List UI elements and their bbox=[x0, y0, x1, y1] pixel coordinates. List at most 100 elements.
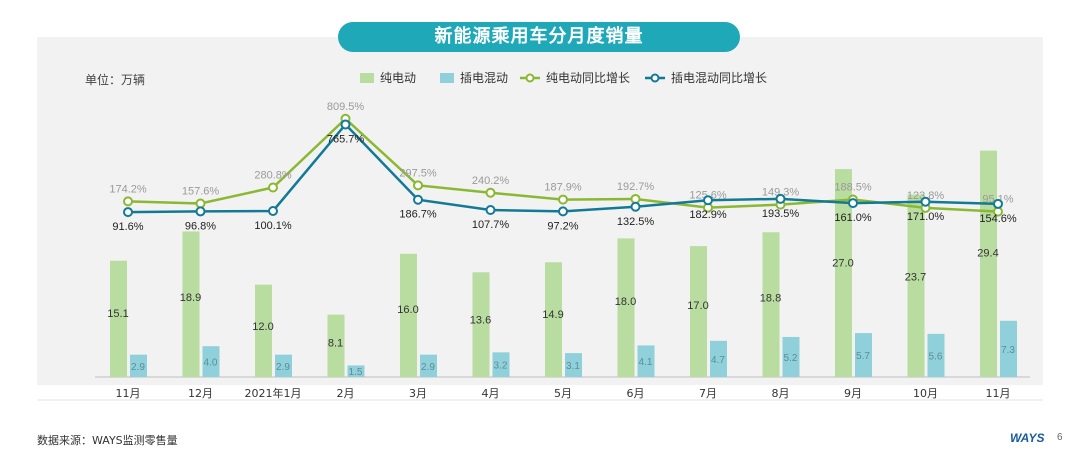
unit-label: 单位：万辆 bbox=[85, 73, 146, 87]
phev-growth-point bbox=[340, 119, 351, 130]
phev-growth-label: 193.5% bbox=[762, 208, 800, 220]
bev-bar-label: 12.0 bbox=[252, 321, 273, 333]
phev-growth-point bbox=[195, 206, 206, 217]
phev-growth-label: 96.8% bbox=[185, 220, 216, 232]
phev-growth-label: 97.2% bbox=[547, 220, 578, 232]
bev-bar-label: 18.9 bbox=[180, 292, 201, 304]
legend-marker bbox=[525, 73, 535, 83]
legend-swatch bbox=[440, 73, 454, 83]
chart-title: 新能源乘用车分月度销量 bbox=[338, 22, 740, 52]
phev-growth-label: 161.0% bbox=[834, 212, 872, 224]
bev-growth-label: 809.5% bbox=[327, 101, 365, 113]
x-tick-label: 3月 bbox=[409, 387, 427, 400]
phev-bar-label: 2.9 bbox=[276, 362, 290, 373]
phev-growth-label: 186.7% bbox=[399, 209, 437, 221]
phev-bar-label: 5.2 bbox=[784, 353, 798, 364]
bev-bar bbox=[472, 272, 490, 377]
phev-bar-label: 3.1 bbox=[566, 361, 580, 372]
legend: 纯电动 插电混动 纯电动同比增长 插电混动同比增长 bbox=[360, 71, 767, 85]
phev-growth-point bbox=[558, 206, 568, 217]
page-number: 6 bbox=[1057, 432, 1063, 443]
phev-bar-label: 4.0 bbox=[204, 358, 218, 369]
phev-bar-label: 2.9 bbox=[131, 362, 145, 373]
legend-label: 纯电动 bbox=[380, 71, 416, 85]
bev-bar-label: 14.9 bbox=[542, 309, 563, 321]
phev-growth-label: 765.7% bbox=[327, 133, 365, 145]
phev-bar bbox=[565, 353, 582, 377]
x-tick-label: 5月 bbox=[554, 387, 572, 400]
phev-bar-label: 4.1 bbox=[639, 357, 653, 368]
bev-bar bbox=[182, 231, 200, 377]
phev-growth-label: 132.5% bbox=[617, 216, 655, 228]
lines-layer: 174.2% 157.6% 280.8% 809.5% 297.5% 240.2% 187.… bbox=[109, 101, 1017, 233]
bev-bar bbox=[255, 284, 272, 377]
bev-growth-label: 149.3% bbox=[762, 187, 800, 199]
phev-growth-point bbox=[848, 198, 858, 209]
bev-bar bbox=[617, 238, 635, 377]
x-tick-label: 4月 bbox=[482, 387, 500, 400]
legend-label: 插电混动同比增长 bbox=[671, 71, 767, 85]
bev-bar-label: 29.4 bbox=[977, 247, 998, 259]
bev-bar-label: 15.1 bbox=[107, 308, 128, 320]
bev-growth-label: 174.2% bbox=[109, 183, 147, 195]
bev-growth-label: 123.8% bbox=[907, 190, 945, 202]
phev-growth-label: 171.0% bbox=[907, 211, 945, 223]
bars-layer: 15.1 2.9 18.9 4.0 12.0 2.9 8.1 1.5 16.0 2.9 13.6 3.… bbox=[107, 150, 1017, 378]
bev-growth-label: 157.6% bbox=[182, 186, 220, 198]
bev-growth-label: 280.8% bbox=[254, 169, 292, 181]
bev-bar-label: 17.0 bbox=[687, 300, 708, 312]
phev-bar bbox=[927, 333, 945, 377]
x-tick-label: 11月 bbox=[116, 387, 141, 400]
bev-growth-label: 192.7% bbox=[617, 181, 655, 193]
bev-growth-label: 240.2% bbox=[472, 175, 510, 187]
phev-growth-label: 100.1% bbox=[254, 220, 292, 232]
phev-bar-label: 7.3 bbox=[1001, 345, 1015, 356]
phev-growth-label: 154.6% bbox=[979, 213, 1017, 225]
x-tick-label: 2021年1月 bbox=[245, 386, 302, 400]
x-tick-label: 12月 bbox=[188, 387, 213, 400]
x-tick-label: 10月 bbox=[913, 387, 938, 400]
bev-bar bbox=[835, 169, 852, 377]
phev-bar bbox=[1000, 320, 1017, 377]
phev-growth-point bbox=[993, 198, 1003, 209]
bev-bar bbox=[762, 232, 780, 377]
phev-bar-label: 1.5 bbox=[349, 367, 363, 378]
x-tick-label: 2月 bbox=[337, 387, 355, 400]
phev-bar-label: 2.9 bbox=[421, 362, 435, 373]
bev-bar bbox=[400, 253, 417, 377]
phev-growth-point bbox=[123, 207, 133, 218]
phev-growth-point bbox=[413, 194, 423, 205]
x-tick-label: 8月 bbox=[772, 387, 790, 400]
bev-growth-point bbox=[558, 194, 568, 205]
bev-growth-point bbox=[630, 193, 641, 204]
phev-growth-point bbox=[703, 195, 713, 206]
bev-bar bbox=[110, 260, 127, 377]
legend-label: 纯电动同比增长 bbox=[546, 71, 630, 85]
phev-growth-label: 182.9% bbox=[689, 209, 727, 221]
bev-bar-label: 18.0 bbox=[615, 296, 636, 308]
bev-bar-label: 27.0 bbox=[832, 258, 853, 270]
phev-bar bbox=[130, 354, 147, 377]
bev-bar-label: 23.7 bbox=[905, 272, 926, 284]
bev-bar bbox=[690, 246, 707, 377]
phev-bar-label: 4.7 bbox=[711, 355, 725, 366]
bev-growth-point bbox=[485, 187, 496, 198]
bev-growth-label: 187.9% bbox=[544, 182, 582, 194]
phev-bar bbox=[710, 340, 727, 377]
x-tick-label: 6月 bbox=[627, 387, 645, 400]
phev-growth-point bbox=[630, 201, 641, 212]
phev-growth-point bbox=[775, 193, 786, 204]
bev-bar bbox=[907, 194, 925, 377]
legend-label: 插电混动 bbox=[460, 71, 508, 85]
phev-growth-label: 107.7% bbox=[472, 219, 510, 231]
phev-growth-point bbox=[920, 196, 931, 207]
bev-bar bbox=[980, 150, 997, 377]
phev-bar bbox=[782, 336, 800, 377]
brand-logo: WAYS bbox=[1010, 431, 1045, 445]
legend-swatch bbox=[360, 73, 374, 83]
phev-bar bbox=[275, 354, 292, 377]
x-tick-label: 7月 bbox=[699, 387, 717, 400]
phev-growth-label: 91.6% bbox=[112, 221, 143, 233]
phev-growth-point bbox=[268, 205, 278, 216]
